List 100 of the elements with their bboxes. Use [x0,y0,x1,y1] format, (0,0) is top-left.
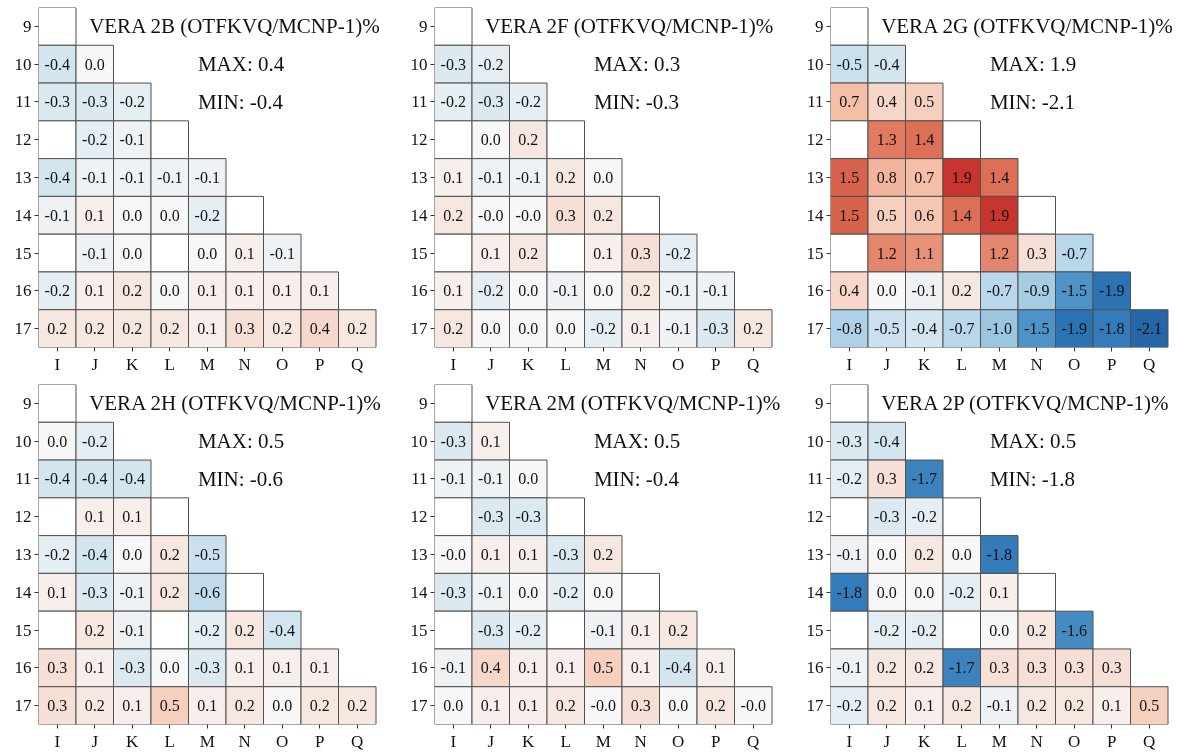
data-label: 0.2 [347,320,368,338]
data-label: 0.1 [234,282,255,300]
y-tick-label: 15 [806,620,824,640]
x-tick-label: I [450,354,457,374]
x-tick-label: K [126,354,140,374]
data-label: -0.2 [478,282,504,300]
y-tick-label: 17 [410,696,428,716]
x-tick-label: N [634,731,647,751]
data-label: 1.5 [839,206,860,224]
annotation: MAX: 0.5 [593,429,681,454]
data-label: -0.2 [874,621,900,639]
data-label: 1.5 [839,169,860,186]
data-label: -0.7 [1061,244,1087,262]
data-label: 1.4 [951,206,972,224]
data-label: 0.0 [122,546,143,563]
data-label: 0.2 [593,546,614,563]
x-tick-label: O [276,354,289,374]
y-tick-label: 12 [410,130,428,150]
data-label: 0.2 [668,621,689,639]
y-tick-label: 13 [806,168,824,187]
data-label: -0.2 [82,131,108,149]
x-tick-label: I [450,731,457,751]
data-label: 0.0 [593,282,614,300]
y-tick-label: 9 [23,393,32,413]
data-label: -0.0 [440,546,466,563]
data-label: 0.1 [989,583,1010,601]
data-label: -1.5 [1024,320,1050,338]
data-label: -0.3 [553,546,579,563]
data-label: -0.1 [911,282,937,300]
data-label: -0.1 [553,282,579,300]
x-tick-label: N [1030,731,1043,751]
annotation: MAX: 1.9 [989,52,1077,77]
x-tick-label: L [164,354,175,374]
y-tick-label: 10 [410,431,428,451]
annotation: MIN: -0.4 [197,89,284,114]
x-tick-label: J [487,354,495,374]
data-label: -0.2 [440,93,466,111]
data-label: 0.1 [518,659,539,677]
y-tick-label: 9 [419,393,428,413]
x-tick-label: I [846,354,853,374]
data-label: 1.3 [876,131,897,149]
y-tick-label: 16 [410,281,428,301]
data-label: -0.4 [911,320,937,338]
annotation: MIN: -2.1 [989,89,1076,114]
data-label: -0.3 [119,659,145,677]
data-label: 0.0 [518,470,539,488]
data-label: 0.2 [630,282,651,300]
data-label: 0.3 [1101,659,1122,677]
data-label: 0.1 [1101,697,1122,715]
x-tick-label: K [918,354,932,374]
data-label: 0.3 [47,697,68,715]
data-label: 0.5 [593,659,614,677]
x-tick-label: K [918,731,932,751]
data-label: -0.0 [515,206,541,224]
data-label: 0.7 [839,93,860,111]
data-label: 1.9 [951,169,972,186]
data-label: 0.1 [630,659,651,677]
data-label: 0.2 [122,282,143,300]
data-label: 0.2 [705,697,726,715]
y-tick-label: 11 [15,92,32,112]
annotation: MIN: -0.4 [593,466,680,491]
data-label: -0.1 [478,169,504,186]
x-tick-label: P [315,731,325,751]
data-label: 0.2 [234,697,255,715]
data-label: 0.1 [84,282,105,300]
x-tick-label: O [1068,731,1081,751]
data-label: -0.2 [836,470,862,488]
x-tick-label: M [199,354,215,374]
data-label: 0.0 [951,546,972,563]
data-label: 0.3 [876,470,897,488]
x-tick-label: Q [351,731,364,751]
data-label: 0.0 [593,169,614,186]
y-tick-label: 11 [411,469,428,489]
data-label: -0.1 [440,470,466,488]
data-label: -0.2 [515,621,541,639]
data-label: 0.1 [480,244,501,262]
data-label: 0.1 [84,206,105,224]
annotation: MAX: 0.5 [989,429,1077,454]
data-label: 0.0 [593,583,614,601]
y-tick-label: 10 [14,431,32,451]
data-label: 0.0 [272,697,293,715]
data-label: 0.5 [914,93,935,111]
x-tick-label: O [276,731,289,751]
data-label: 0.0 [480,320,501,338]
y-tick-label: 11 [411,92,428,112]
data-label: 0.0 [876,583,897,601]
data-label: 0.1 [705,659,726,677]
data-label: 0.2 [309,697,330,715]
data-label: -0.1 [119,621,145,639]
x-tick-label: Q [351,354,364,374]
y-tick-label: 16 [14,658,32,678]
x-tick-label: M [199,731,215,751]
data-label: 0.2 [159,583,180,601]
y-tick-label: 15 [14,243,32,263]
data-label: -0.2 [665,244,691,262]
data-label: -0.1 [119,169,145,186]
y-tick-label: 14 [806,205,824,225]
data-label: 0.2 [876,697,897,715]
data-label: -0.5 [874,320,900,338]
data-label: -0.9 [1024,282,1050,300]
